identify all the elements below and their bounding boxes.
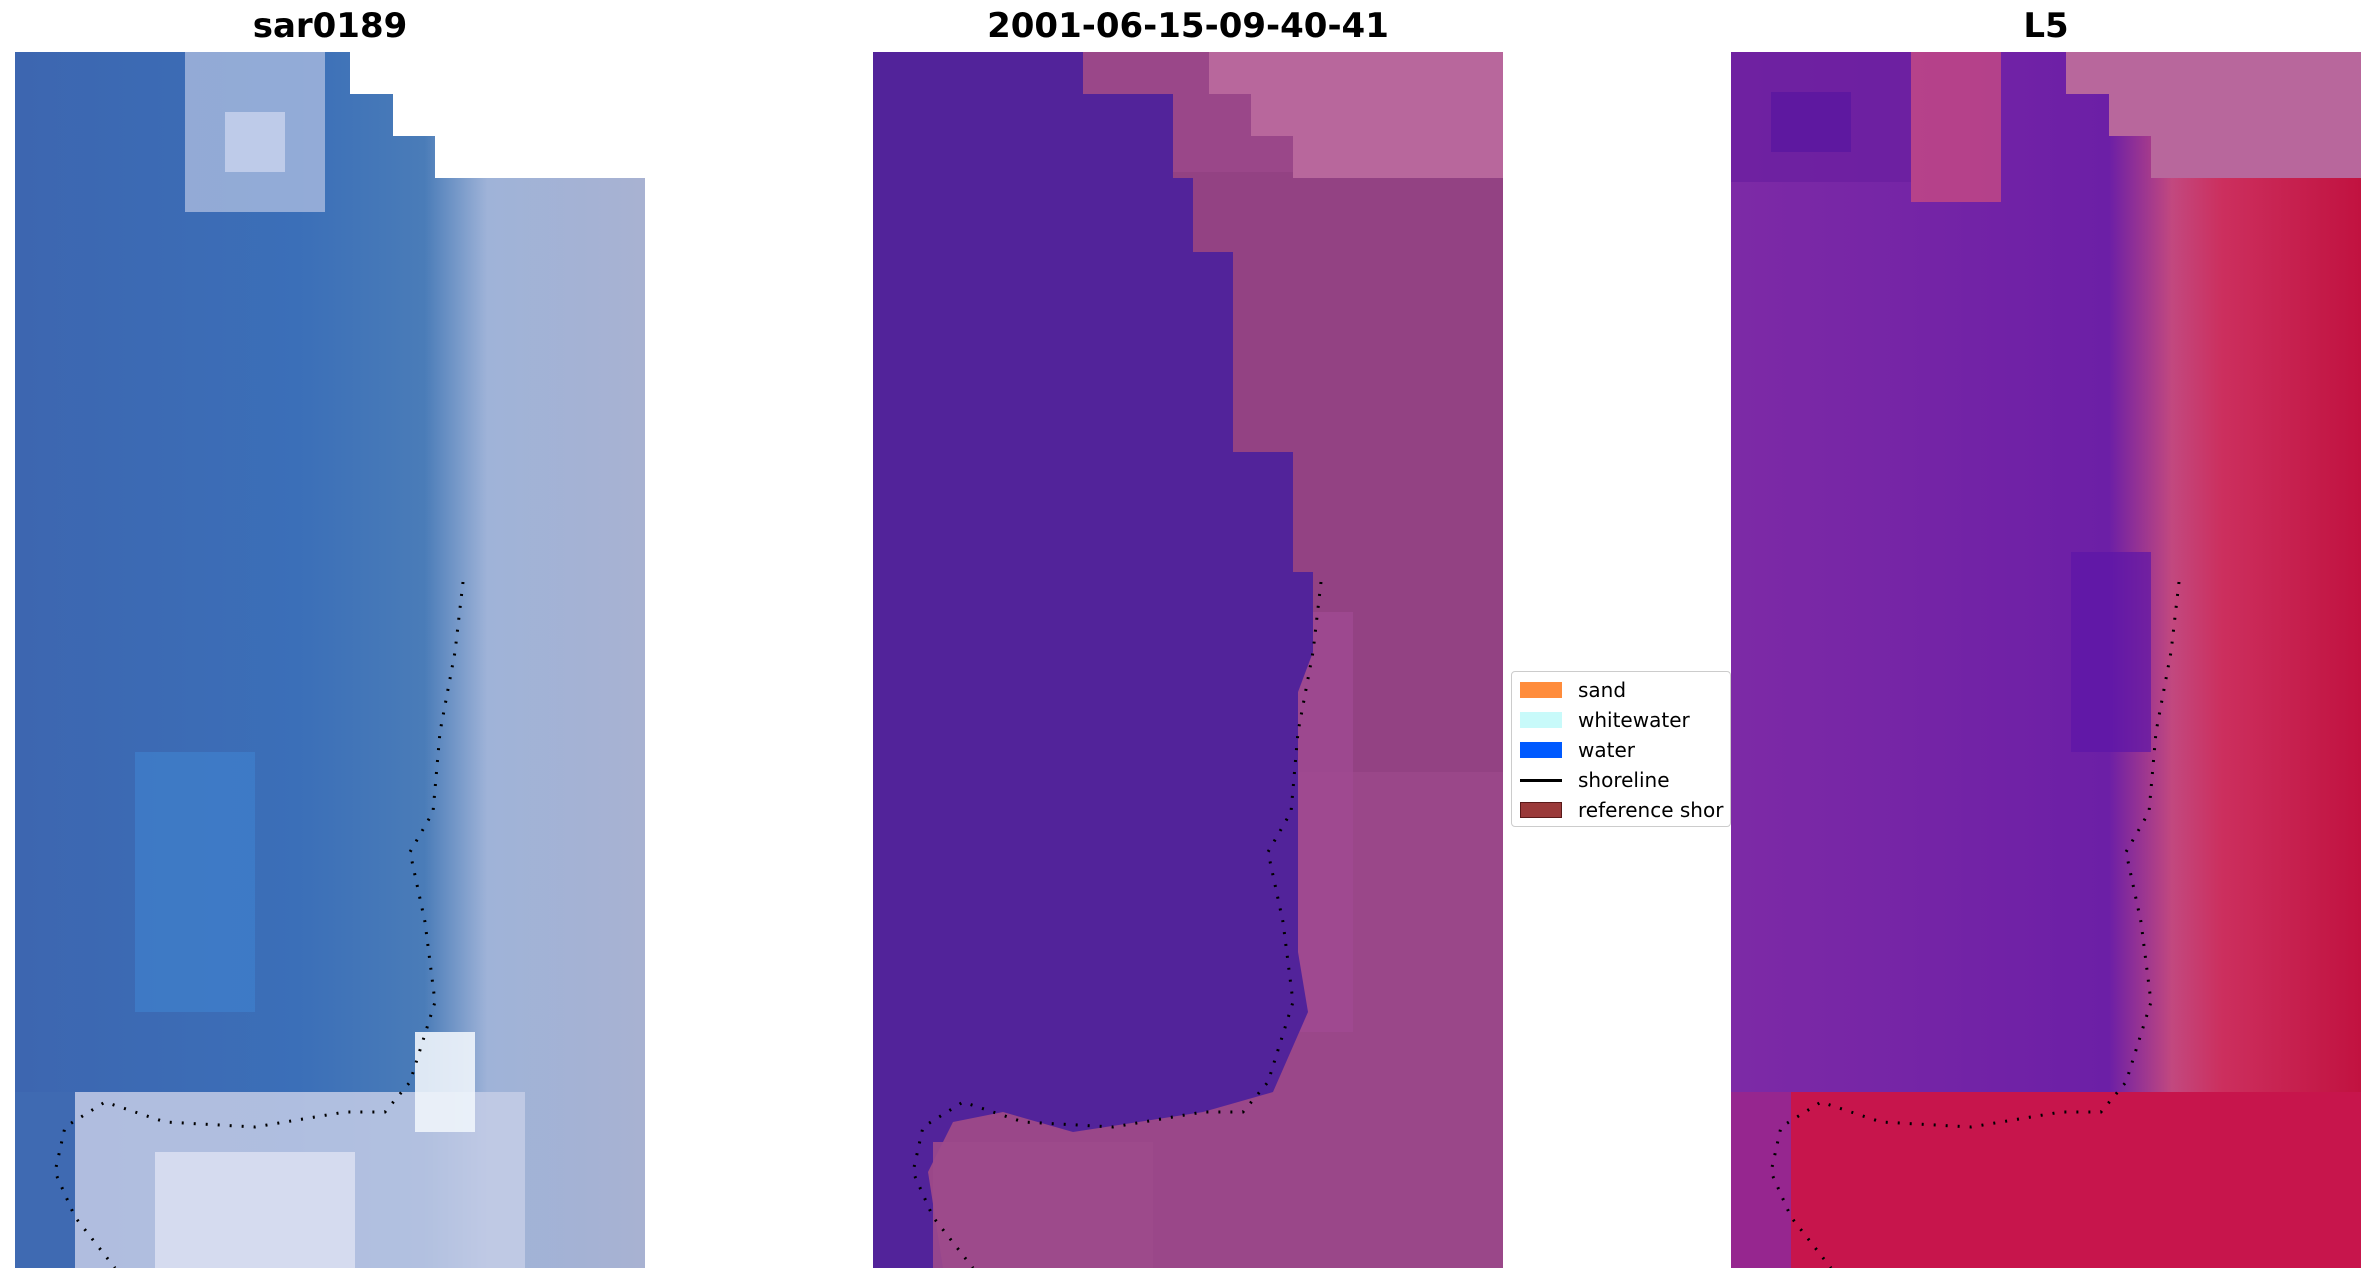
legend-item-water: water bbox=[1520, 738, 1635, 762]
legend-item-reference-shoreline: reference shor bbox=[1520, 798, 1723, 822]
water-swatch bbox=[1520, 742, 1562, 758]
panel-title-index: L5 bbox=[2023, 6, 2069, 46]
legend-item-whitewater: whitewater bbox=[1520, 708, 1690, 732]
legend-label-water: water bbox=[1578, 738, 1635, 762]
panel-title-rgb: sar0189 bbox=[252, 6, 408, 46]
rgb-image-panel bbox=[15, 52, 645, 1268]
legend-item-shoreline: shoreline bbox=[1520, 768, 1670, 792]
whitewater-swatch bbox=[1520, 712, 1562, 728]
classification-image bbox=[873, 52, 1503, 1268]
index-image bbox=[1731, 52, 2361, 1268]
legend-label-whitewater: whitewater bbox=[1578, 708, 1690, 732]
panel-title-classification: 2001-06-15-09-40-41 bbox=[987, 6, 1389, 46]
legend-label-shoreline: shoreline bbox=[1578, 768, 1670, 792]
classification-panel bbox=[873, 52, 1503, 1268]
reference-shoreline-swatch bbox=[1520, 802, 1562, 818]
sand-swatch bbox=[1520, 682, 1562, 698]
shoreline-line-swatch bbox=[1520, 778, 1562, 782]
legend-item-sand: sand bbox=[1520, 678, 1626, 702]
index-panel bbox=[1731, 52, 2361, 1268]
rgb-image bbox=[15, 52, 645, 1268]
legend-label-reference-shoreline: reference shor bbox=[1578, 798, 1724, 822]
legend: sand whitewater water shoreline referenc… bbox=[1511, 671, 1731, 827]
legend-label-sand: sand bbox=[1578, 678, 1627, 702]
